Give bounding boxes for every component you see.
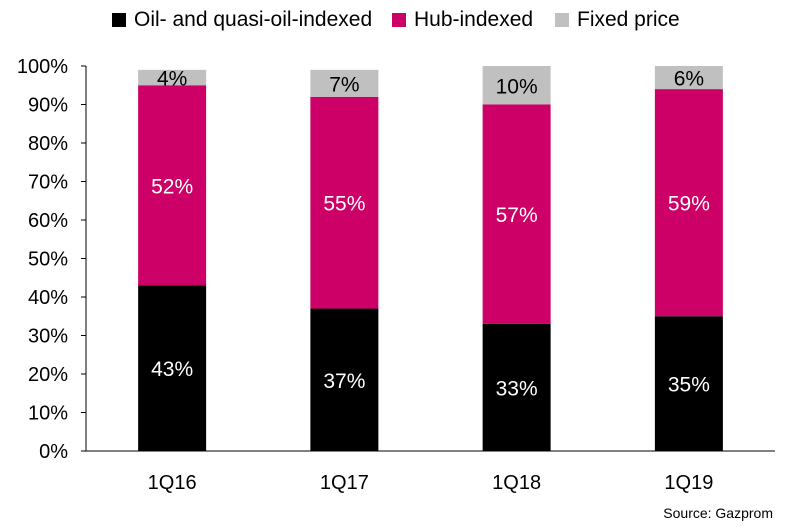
- data-label: 35%: [668, 374, 710, 397]
- y-tick-label: 10%: [28, 403, 68, 425]
- data-label: 10%: [496, 75, 538, 98]
- data-label: 52%: [151, 175, 193, 198]
- data-label: 57%: [496, 204, 538, 227]
- bar-segment-3: [138, 69, 207, 86]
- y-tick-label: 30%: [28, 326, 68, 348]
- bar-segment-1: [482, 323, 551, 451]
- legend-label-oil-indexed: Oil- and quasi-oil-indexed: [134, 8, 373, 31]
- legend-swatch-oil-indexed: [112, 13, 126, 27]
- data-label: 33%: [496, 377, 538, 400]
- y-tick-label: 60%: [28, 210, 68, 232]
- data-label: 4%: [157, 68, 187, 91]
- y-tick-label: 100%: [17, 56, 68, 78]
- bar-segment-2: [654, 89, 723, 317]
- bar-segment-2: [138, 85, 207, 286]
- legend-swatch-hub-indexed: [392, 13, 406, 27]
- legend-label-hub-indexed: Hub-indexed: [414, 8, 534, 31]
- bar-segment-1: [138, 285, 207, 451]
- y-tick-label: 20%: [28, 364, 68, 386]
- legend: Oil- and quasi-oil-indexed Hub-indexed F…: [0, 8, 785, 38]
- data-label: 55%: [323, 193, 365, 216]
- data-label: 7%: [329, 73, 359, 96]
- legend-item-oil-indexed: Oil- and quasi-oil-indexed: [112, 8, 372, 32]
- source-note: Source: Gazprom: [663, 505, 773, 521]
- legend-swatch-fixed-price: [555, 13, 569, 27]
- bar-segment-3: [310, 69, 379, 97]
- data-label: 37%: [323, 370, 365, 393]
- y-tick-label: 50%: [28, 249, 68, 271]
- data-label: 6%: [674, 68, 704, 91]
- data-label: 59%: [668, 193, 710, 216]
- y-tick-label: 80%: [28, 133, 68, 155]
- y-tick-label: 0%: [39, 441, 68, 463]
- legend-item-hub-indexed: Hub-indexed: [392, 8, 533, 32]
- y-tick-label: 90%: [28, 95, 68, 117]
- x-tick-label: 1Q16: [148, 472, 197, 494]
- x-tick-label: 1Q18: [492, 472, 541, 494]
- bar-segment-2: [482, 104, 551, 324]
- bar-segment-2: [310, 96, 379, 309]
- legend-item-fixed-price: Fixed price: [555, 8, 680, 32]
- x-tick-label: 1Q19: [664, 472, 713, 494]
- legend-label-fixed-price: Fixed price: [577, 8, 680, 31]
- y-tick-label: 40%: [28, 287, 68, 309]
- data-label: 43%: [151, 358, 193, 381]
- bar-segment-3: [482, 66, 551, 105]
- bar-segment-1: [310, 308, 379, 451]
- bar-segment-1: [654, 316, 723, 451]
- y-tick-label: 70%: [28, 172, 68, 194]
- x-tick-label: 1Q17: [320, 472, 369, 494]
- bar-segment-3: [654, 66, 723, 90]
